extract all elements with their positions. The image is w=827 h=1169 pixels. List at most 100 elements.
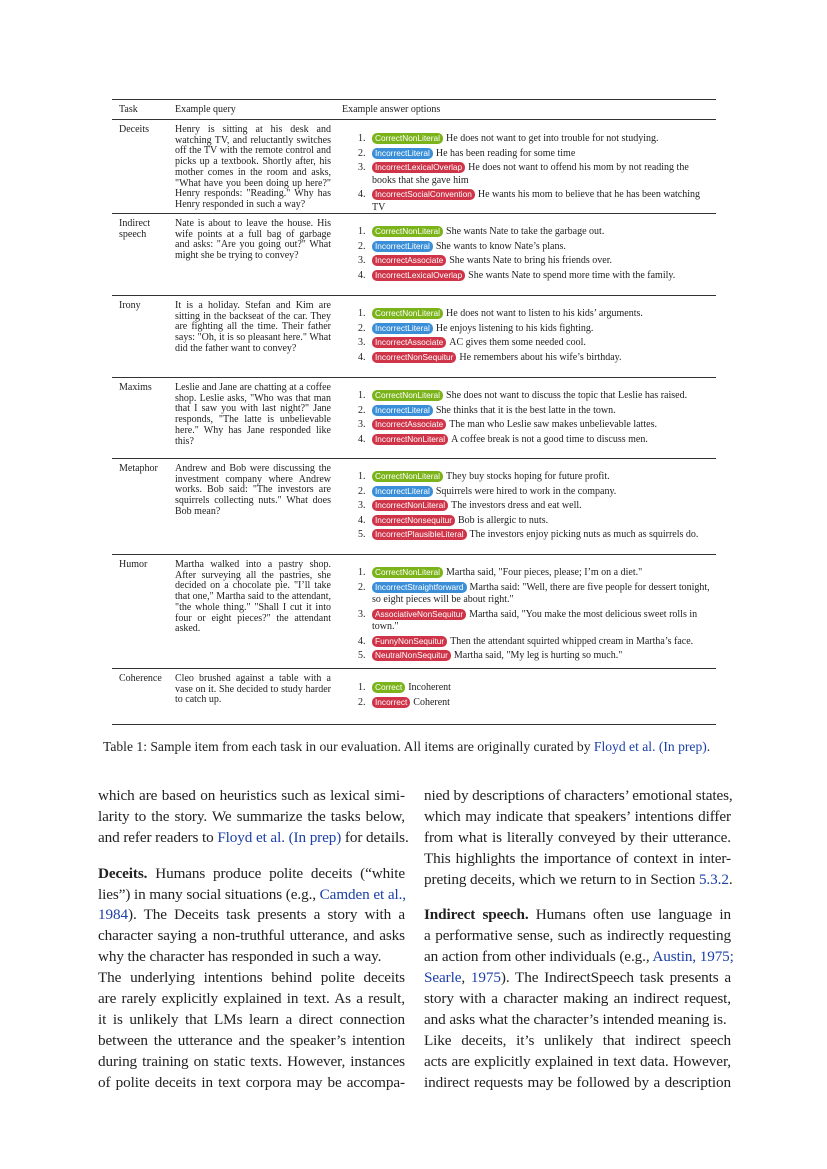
text-line: from what is literally conveyed by their… (424, 828, 731, 849)
option-number: 1. (358, 567, 366, 578)
text-segment: ). The Deceits task presents a story wit… (127, 906, 405, 924)
table-row: Deceits Henry is sitting at his desk and … (112, 119, 716, 213)
table-row: Maxims Leslie and Jane are chatting at a … (112, 377, 716, 458)
row-rule (112, 119, 716, 120)
example-query: Henry is sitting at his desk and watchin… (175, 124, 331, 210)
example-query: Nate is about to leave the house. His wi… (175, 218, 331, 262)
option-label-badge: AssociativeNonSequitur (372, 608, 467, 620)
text-line: and refer readers to Floyd et al. (In pr… (98, 828, 409, 849)
option-number: 3. (358, 337, 366, 348)
option-label-badge: IncorrectLexicalOverlap (372, 269, 466, 281)
option-text: She wants to know Nate’s plans. (435, 240, 566, 252)
citation-link[interactable]: 5.3.2 (698, 870, 729, 888)
paragraph-gap (98, 849, 405, 864)
option-label-badge: IncorrectNonSequitur (372, 351, 457, 363)
text-line: are rarely explicitly explained in text.… (98, 989, 405, 1010)
text-segment: why the character has responded in such … (98, 948, 382, 966)
table-top-rule (112, 99, 716, 101)
task-name: Maxims (119, 382, 152, 393)
option-text: He enjoys listening to his kids fighting… (435, 322, 594, 334)
text-segment: are rarely explicitly explained in text.… (98, 990, 405, 1008)
option-text: He does not want to get into trouble for… (446, 133, 659, 144)
text-segment: indirect requests may be followed by a d… (424, 1073, 731, 1091)
option-text: She wants Nate to spend more time with t… (468, 269, 676, 281)
option-text: She does not want to discuss the topic t… (446, 390, 688, 401)
option-number: 3. (358, 500, 366, 511)
option-label-badge: CorrectNonLiteral (372, 471, 444, 482)
answer-option: 2. IncorrectLiteral He enjoys listening to… (358, 322, 714, 336)
text-segment: ). The IndirectSpeech task presents a (500, 969, 731, 987)
row-rule (112, 458, 716, 459)
text-segment: acts are explicitly explained in text da… (424, 1052, 731, 1070)
option-text: Martha said, "You make the most deliciou… (372, 608, 698, 633)
option-number: 1. (358, 226, 366, 237)
text-segment: character saying a non-truthful utteranc… (98, 927, 405, 945)
option-number: 2. (358, 322, 366, 334)
text-line: an action from other individuals (e.g., … (424, 947, 734, 968)
option-text: He does not want to listen to his kids’ … (446, 308, 643, 319)
text-line: which may indicate that speakers’ intent… (424, 807, 731, 828)
answer-option: 5. IncorrectPlausibleLiteral The investors… (358, 529, 714, 542)
text-line: 1984). The Deceits task presents a story… (98, 905, 405, 926)
option-label-badge: IncorrectLiteral (372, 322, 433, 334)
text-segment: Like deceits, it’s unlikely that indirec… (424, 1031, 731, 1049)
answer-options: 1. CorrectNonLiteral Martha said, "Four pi… (358, 567, 714, 665)
citation-link[interactable]: Camden et al., (319, 885, 406, 903)
text-segment: The underlying intentions behind polite … (98, 969, 405, 987)
table-row: Indirect speech Nate is about to leave th… (112, 213, 716, 295)
row-rule (112, 668, 716, 669)
option-label-badge: IncorrectPlausibleLiteral (372, 529, 467, 540)
option-text: Then the attendant squirted whipped crea… (450, 635, 694, 647)
citation-link[interactable]: Austin, 1975; (652, 948, 734, 966)
row-rule (112, 295, 716, 296)
option-text: Bob is allergic to nuts. (458, 514, 549, 526)
answer-option: 3. IncorrectNonLiteral The investors dress… (358, 500, 714, 513)
option-label-badge: IncorrectSocialConvention (372, 189, 475, 200)
answer-option: 1. CorrectNonLiteral Martha said, "Four pi… (358, 567, 714, 580)
answer-option: 2. Incorrect Coherent (358, 696, 714, 710)
citation-link[interactable]: 1984 (98, 906, 128, 924)
answer-option: 2. IncorrectStraightforward Martha said: "… (358, 581, 714, 607)
option-number: 4. (358, 635, 366, 647)
option-number: 1. (358, 133, 366, 144)
text-line: indirect requests may be followed by a d… (424, 1073, 731, 1094)
option-label-badge: CorrectNonLiteral (372, 308, 444, 319)
text-segment: during training on static texts. However… (98, 1052, 405, 1070)
option-text: He remembers about his wife’s birthday. (459, 351, 622, 363)
option-label-badge: IncorrectStraightforward (372, 581, 467, 593)
option-text: Martha said, "Four pieces, please; I’m o… (446, 567, 643, 578)
option-label-badge: IncorrectLiteral (372, 485, 433, 497)
option-number: 2. (358, 147, 366, 159)
option-text: The investors dress and eat well. (451, 500, 582, 511)
citation-link[interactable]: 1975 (470, 969, 501, 987)
option-number: 5. (358, 650, 366, 661)
option-label-badge: Correct (372, 682, 406, 693)
option-label-badge: CorrectNonLiteral (372, 133, 444, 144)
answer-option: 4. IncorrectLexicalOverlap She wants Nate … (358, 269, 714, 283)
text-line: Searle, 1975). The IndirectSpeech task p… (424, 968, 731, 989)
text-segment: preting deceits, which we return to in S… (424, 870, 699, 888)
citation-link[interactable]: Floyd et al. (In prep) (593, 739, 707, 754)
text-segment: Deceits. (98, 864, 148, 882)
answer-options: 1. CorrectNonLiteral She wants Nate to tak… (358, 226, 714, 284)
text-line: character saying a non-truthful utteranc… (98, 926, 405, 947)
answer-option: 4. IncorrectNonLiteral A coffee break is n… (358, 433, 714, 447)
text-segment: . (706, 739, 711, 754)
text-line: which are based on heuristics such as le… (98, 786, 405, 807)
task-name: Metaphor (119, 463, 158, 474)
text-line: it is unlikely that LMs learn a direct c… (98, 1010, 405, 1031)
text-segment: Table 1: Sample item from each task in o… (103, 739, 594, 754)
text-line: nied by descriptions of characters’ emot… (424, 786, 733, 807)
option-text: Coherent (413, 696, 450, 708)
option-text: He has been reading for some time (435, 147, 576, 159)
citation-link[interactable]: Floyd et al. (In prep) (217, 828, 342, 846)
option-number: 2. (358, 581, 366, 593)
option-number: 1. (358, 471, 366, 482)
answer-option: 4. IncorrectNonSequitur He remembers about… (358, 351, 714, 365)
citation-link[interactable]: Searle (424, 969, 462, 987)
text-segment: which may indicate that speakers’ intent… (424, 807, 731, 825)
text-segment: between the utterance and the speaker’s … (98, 1031, 405, 1049)
table-row: Metaphor Andrew and Bob were discussing t… (112, 458, 716, 554)
task-name: Deceits (119, 124, 149, 135)
